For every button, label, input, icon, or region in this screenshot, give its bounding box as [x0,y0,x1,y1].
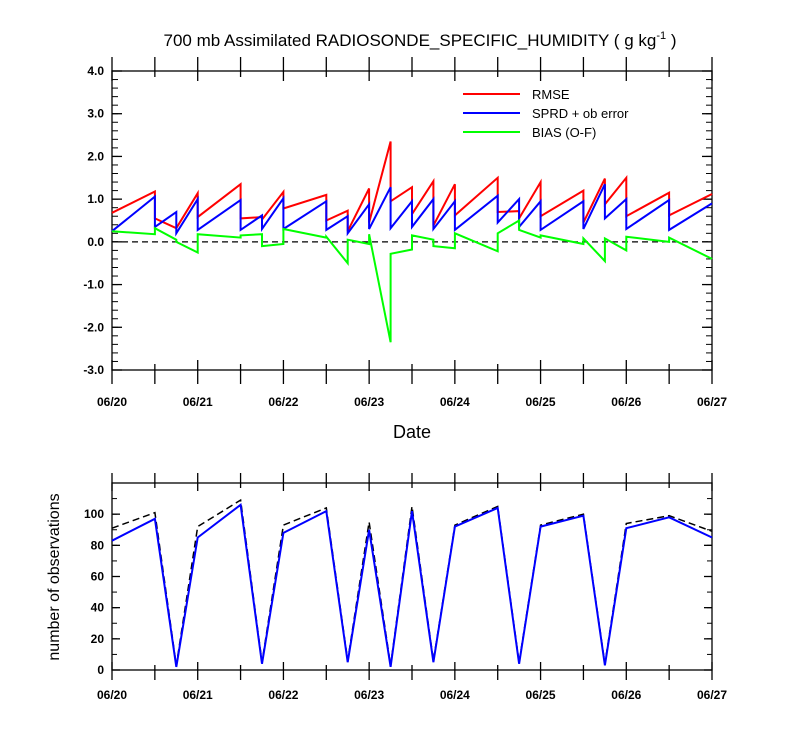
y-tick-label: 40 [91,601,105,615]
x-tick-label: 06/22 [268,688,298,702]
x-tick-label: 06/26 [611,395,641,409]
x-tick-label: 06/21 [183,395,213,409]
chart-title: 700 mb Assimilated RADIOSONDE_SPECIFIC_H… [164,30,677,50]
legend-label: BIAS (O-F) [532,125,596,140]
y-tick-label: 60 [91,570,105,584]
x-tick-label: 06/20 [97,688,127,702]
y-tick-label: 0.0 [87,235,104,249]
chart-title-end: ) [666,31,676,50]
obs-series-line-2 [111,502,713,668]
x-tick-label: 06/21 [183,688,213,702]
x-tick-label: 06/27 [697,688,727,702]
y-tick-label: 80 [91,538,105,552]
x-tick-label: 06/25 [526,395,556,409]
chart-title-sup: -1 [656,30,666,42]
obs-series-line-1 [111,498,713,666]
bottom-plot: 06/20 06/21 06/22 06/23 06/24 06/25 06/26 06/27… [84,473,727,702]
y-tick-label: 1.0 [87,192,104,206]
legend-label: RMSE [532,87,570,102]
x-tick-label: 06/25 [526,688,556,702]
y-tick-label: -1.0 [83,278,104,292]
top-plot: 06/20 06/21 06/22 06/23 06/24 06/25 06/26 06/27… [83,57,727,409]
x-tick-label: 06/23 [354,688,384,702]
x-axis-title: Date [393,422,431,442]
chart-title-main: 700 mb Assimilated RADIOSONDE_SPECIFIC_H… [164,31,657,50]
x-tick-label: 06/24 [440,688,470,702]
y-tick-label: -3.0 [83,363,104,377]
y-tick-label: -2.0 [83,320,104,334]
series-line-2 [111,183,713,237]
legend-label: SPRD + ob error [532,106,629,121]
x-tick-label: 06/22 [268,395,298,409]
x-tick-label: 06/27 [697,395,727,409]
x-tick-label: 06/20 [97,395,127,409]
x-tick-label: 06/23 [354,395,384,409]
y-tick-label: 4.0 [87,64,104,78]
y-tick-label: 100 [84,507,104,521]
x-tick-label: 06/24 [440,395,470,409]
y-tick-label: 3.0 [87,107,104,121]
series-line-3 [111,218,713,343]
x-tick-label: 06/26 [611,688,641,702]
y-tick-label: 2.0 [87,149,104,163]
y-tick-label: 20 [91,632,105,646]
y-axis-title-bottom: number of observations [46,493,63,660]
y-tick-label: 0 [97,663,104,677]
